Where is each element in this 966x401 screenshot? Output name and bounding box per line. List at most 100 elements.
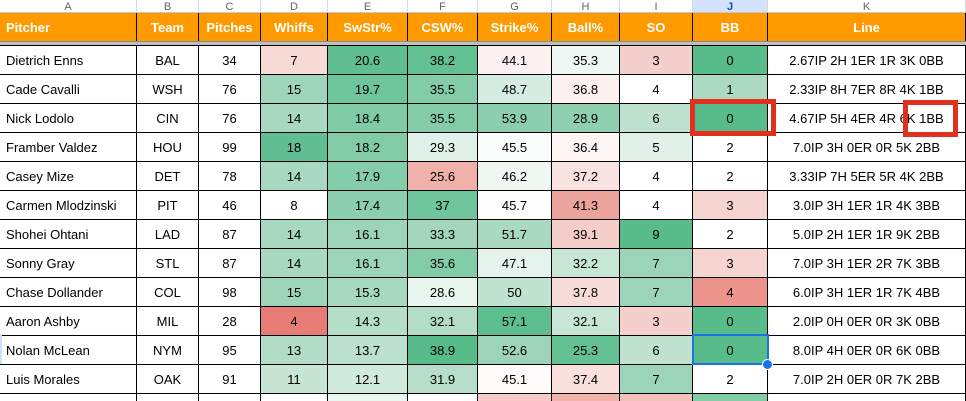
cell-bb[interactable]: 3 <box>693 249 768 278</box>
header-cell-csw[interactable]: CSW% <box>408 13 478 42</box>
cell-whiffs[interactable]: 13 <box>261 336 328 365</box>
cell-csw[interactable]: 33.3 <box>408 220 478 249</box>
cell-team[interactable]: STL <box>137 249 199 278</box>
cell-swstr[interactable]: 16.1 <box>328 249 408 278</box>
cell-line[interactable]: 3.33IP 7H 5ER 5R 4K 2BB <box>768 162 966 191</box>
cell-pitches[interactable]: 91 <box>199 365 261 394</box>
header-cell-bb[interactable]: BB <box>693 13 768 42</box>
cell-swstr[interactable]: 18.2 <box>328 133 408 162</box>
cell-strike[interactable]: 48.7 <box>478 75 552 104</box>
cell-swstr[interactable]: 19.7 <box>328 75 408 104</box>
cell-ball[interactable]: 37.2 <box>552 162 620 191</box>
cell-whiffs[interactable]: 15 <box>261 278 328 307</box>
cell-line[interactable]: 4.67IP 5H 4ER 4R 6K 1BB <box>768 104 966 133</box>
cell-swstr[interactable]: 16.1 <box>328 220 408 249</box>
cell-whiffs[interactable]: 11 <box>261 365 328 394</box>
cell-whiffs[interactable]: 7 <box>261 46 328 75</box>
column-header-D[interactable]: D <box>261 0 328 12</box>
cell-bb[interactable]: 3 <box>693 191 768 220</box>
cell-strike[interactable] <box>478 394 552 401</box>
cell-swstr[interactable]: 17.9 <box>328 162 408 191</box>
cell-csw[interactable]: 29.3 <box>408 133 478 162</box>
cell-team[interactable]: PIT <box>137 191 199 220</box>
cell-ball[interactable]: 35.3 <box>552 46 620 75</box>
cell-bb[interactable] <box>693 394 768 401</box>
cell-pitches[interactable]: 34 <box>199 46 261 75</box>
cell-bb[interactable]: 2 <box>693 220 768 249</box>
cell-pitcher[interactable]: Carmen Mlodzinski <box>0 191 137 220</box>
cell-team[interactable]: DET <box>137 162 199 191</box>
cell-bb[interactable]: 4 <box>693 278 768 307</box>
cell-bb[interactable]: 2 <box>693 365 768 394</box>
cell-so[interactable]: 7 <box>620 365 693 394</box>
cell-pitches[interactable]: 99 <box>199 133 261 162</box>
cell-csw[interactable]: 35.6 <box>408 249 478 278</box>
cell-csw[interactable]: 35.5 <box>408 104 478 133</box>
cell-pitcher[interactable]: Dietrich Enns <box>0 46 137 75</box>
header-cell-pitcher[interactable]: Pitcher <box>0 13 137 42</box>
cell-so[interactable] <box>620 394 693 401</box>
cell-team[interactable] <box>137 394 199 401</box>
cell-csw[interactable]: 35.5 <box>408 75 478 104</box>
cell-swstr[interactable]: 12.1 <box>328 365 408 394</box>
cell-csw[interactable]: 28.6 <box>408 278 478 307</box>
cell-team[interactable]: LAD <box>137 220 199 249</box>
cell-line[interactable]: 7.0IP 3H 1ER 2R 7K 3BB <box>768 249 966 278</box>
column-header-G[interactable]: G <box>478 0 552 12</box>
cell-pitcher[interactable] <box>0 394 137 401</box>
header-cell-swstr[interactable]: SwStr% <box>328 13 408 42</box>
cell-so[interactable]: 7 <box>620 249 693 278</box>
column-header-F[interactable]: F <box>408 0 478 12</box>
cell-swstr[interactable]: 17.4 <box>328 191 408 220</box>
cell-bb[interactable]: 0 <box>693 46 768 75</box>
cell-pitches[interactable]: 76 <box>199 104 261 133</box>
cell-team[interactable]: WSH <box>137 75 199 104</box>
cell-pitches[interactable]: 87 <box>199 220 261 249</box>
cell-so[interactable]: 4 <box>620 162 693 191</box>
cell-whiffs[interactable]: 18 <box>261 133 328 162</box>
cell-ball[interactable]: 39.1 <box>552 220 620 249</box>
cell-team[interactable]: HOU <box>137 133 199 162</box>
cell-csw[interactable] <box>408 394 478 401</box>
cell-pitches[interactable]: 98 <box>199 278 261 307</box>
header-cell-line[interactable]: Line <box>768 13 966 42</box>
cell-bb[interactable]: 0 <box>693 307 768 336</box>
cell-line[interactable]: 2.0IP 0H 0ER 0R 3K 0BB <box>768 307 966 336</box>
cell-csw[interactable]: 31.9 <box>408 365 478 394</box>
cell-line[interactable]: 5.0IP 2H 1ER 1R 9K 2BB <box>768 220 966 249</box>
cell-whiffs[interactable]: 14 <box>261 249 328 278</box>
cell-team[interactable]: BAL <box>137 46 199 75</box>
cell-so[interactable]: 4 <box>620 191 693 220</box>
cell-strike[interactable]: 44.1 <box>478 46 552 75</box>
cell-bb[interactable]: 2 <box>693 162 768 191</box>
cell-ball[interactable]: 28.9 <box>552 104 620 133</box>
cell-line[interactable]: 8.0IP 4H 0ER 0R 6K 0BB <box>768 336 966 365</box>
cell-pitcher[interactable]: Framber Valdez <box>0 133 137 162</box>
cell-whiffs[interactable]: 15 <box>261 75 328 104</box>
cell-line[interactable]: 2.67IP 2H 1ER 1R 3K 0BB <box>768 46 966 75</box>
cell-line[interactable]: 3.0IP 3H 1ER 1R 4K 3BB <box>768 191 966 220</box>
column-header-H[interactable]: H <box>552 0 620 12</box>
cell-pitches[interactable]: 78 <box>199 162 261 191</box>
cell-swstr[interactable] <box>328 394 408 401</box>
cell-pitcher[interactable]: Nolan McLean <box>0 336 137 365</box>
cell-pitches[interactable] <box>199 394 261 401</box>
cell-line[interactable]: 6.0IP 3H 1ER 1R 7K 4BB <box>768 278 966 307</box>
cell-whiffs[interactable]: 14 <box>261 104 328 133</box>
cell-so[interactable]: 4 <box>620 75 693 104</box>
cell-csw[interactable]: 37 <box>408 191 478 220</box>
cell-swstr[interactable]: 20.6 <box>328 46 408 75</box>
cell-pitcher[interactable]: Aaron Ashby <box>0 307 137 336</box>
cell-pitches[interactable]: 46 <box>199 191 261 220</box>
cell-strike[interactable]: 46.2 <box>478 162 552 191</box>
cell-line[interactable]: 2.33IP 8H 7ER 8R 4K 1BB <box>768 75 966 104</box>
column-header-J[interactable]: J <box>693 0 768 12</box>
cell-strike[interactable]: 51.7 <box>478 220 552 249</box>
cell-line[interactable] <box>768 394 966 401</box>
column-header-I[interactable]: I <box>620 0 693 12</box>
cell-whiffs[interactable]: 4 <box>261 307 328 336</box>
cell-pitcher[interactable]: Sonny Gray <box>0 249 137 278</box>
cell-so[interactable]: 7 <box>620 278 693 307</box>
cell-strike[interactable]: 47.1 <box>478 249 552 278</box>
cell-whiffs[interactable] <box>261 394 328 401</box>
